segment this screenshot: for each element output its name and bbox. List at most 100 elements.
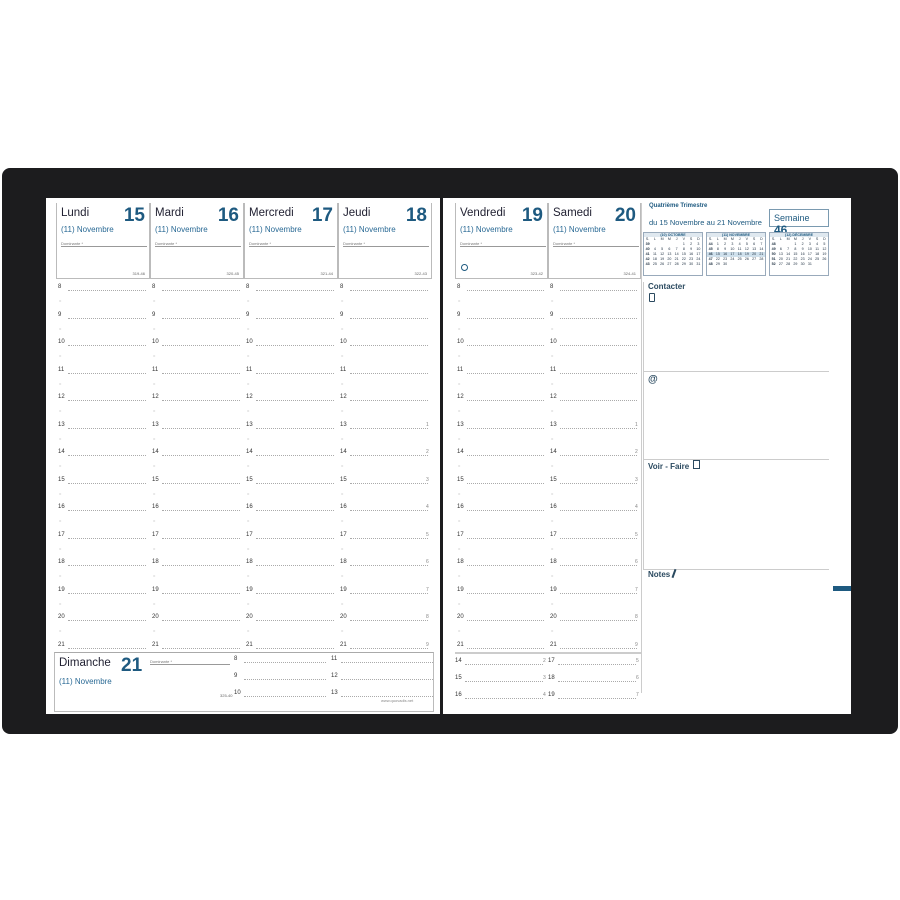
hour-line[interactable] xyxy=(68,510,146,511)
hour-line[interactable] xyxy=(68,565,146,566)
hour-line[interactable] xyxy=(467,345,544,346)
calendar-day[interactable]: 30 xyxy=(800,262,805,266)
calendar-day[interactable]: 20 xyxy=(778,257,783,261)
hour-line[interactable] xyxy=(256,317,334,319)
dominante-field[interactable]: Dominante * xyxy=(155,241,241,247)
calendar-day[interactable] xyxy=(751,262,758,267)
hour-line[interactable] xyxy=(467,372,544,374)
calendar-day[interactable]: 11 xyxy=(815,247,819,251)
calendar-day[interactable]: 9 xyxy=(801,247,804,251)
calendar-day[interactable]: 26 xyxy=(822,257,827,261)
calendar-day[interactable]: 25 xyxy=(737,257,742,261)
hour-line[interactable] xyxy=(256,510,334,511)
hour-line[interactable] xyxy=(256,647,334,649)
hour-line[interactable] xyxy=(256,455,334,456)
dominante-field[interactable]: Dominante * xyxy=(460,241,546,247)
hour-line[interactable] xyxy=(467,620,544,621)
hour-line[interactable] xyxy=(467,455,544,456)
calendar-day[interactable]: 13 xyxy=(667,252,672,256)
calendar-day[interactable]: 23 xyxy=(689,257,694,261)
hour-line[interactable] xyxy=(560,427,637,429)
calendar-day[interactable]: 14 xyxy=(786,252,791,256)
hour-line[interactable] xyxy=(558,681,636,682)
hour-line[interactable] xyxy=(467,592,544,594)
calendar-day[interactable]: 18 xyxy=(652,257,657,261)
hour-line[interactable] xyxy=(341,662,433,663)
calendar-day[interactable]: 2 xyxy=(724,242,727,246)
calendar-day[interactable]: 46 xyxy=(708,252,713,256)
hour-line[interactable] xyxy=(350,565,428,566)
hour-line[interactable] xyxy=(162,537,240,539)
calendar-day[interactable]: 2 xyxy=(690,242,693,246)
hour-line[interactable] xyxy=(350,620,428,621)
hour-line[interactable] xyxy=(560,482,637,484)
hour-line[interactable] xyxy=(467,482,544,484)
hour-line[interactable] xyxy=(560,345,637,346)
hour-line[interactable] xyxy=(341,696,433,697)
hour-line[interactable] xyxy=(558,698,636,699)
calendar-day[interactable]: 5 xyxy=(661,247,664,251)
calendar-day[interactable]: 51 xyxy=(771,257,776,261)
calendar-day[interactable]: 4 xyxy=(816,242,819,246)
calendar-day[interactable]: 16 xyxy=(723,252,728,256)
calendar-day[interactable]: 21 xyxy=(674,257,679,261)
hour-line[interactable] xyxy=(162,565,240,566)
calendar-day[interactable]: 18 xyxy=(737,252,742,256)
calendar-day[interactable]: 49 xyxy=(771,247,776,251)
calendar-day[interactable]: 6 xyxy=(779,247,782,251)
calendar-day[interactable]: 41 xyxy=(645,252,650,256)
calendar-day[interactable]: 15 xyxy=(681,252,686,256)
calendar-day[interactable]: 47 xyxy=(708,257,713,261)
hour-line[interactable] xyxy=(162,510,240,511)
calendar-day[interactable]: 27 xyxy=(778,262,783,266)
calendar-day[interactable] xyxy=(743,262,750,267)
dominante-field[interactable]: Dominante * xyxy=(343,241,429,247)
hour-line[interactable] xyxy=(350,345,428,346)
calendar-day[interactable]: 31 xyxy=(807,262,812,266)
hour-line[interactable] xyxy=(162,620,240,621)
hour-line[interactable] xyxy=(162,647,240,649)
calendar-day[interactable] xyxy=(821,262,828,267)
hour-line[interactable] xyxy=(162,455,240,456)
calendar-day[interactable]: 10 xyxy=(730,247,735,251)
hour-line[interactable] xyxy=(350,592,428,594)
calendar-day[interactable]: 29 xyxy=(681,262,686,266)
hour-line[interactable] xyxy=(68,427,146,429)
calendar-day[interactable]: 24 xyxy=(696,257,701,261)
calendar-day[interactable]: 5 xyxy=(823,242,826,246)
calendar-day[interactable]: 19 xyxy=(822,252,827,256)
hour-line[interactable] xyxy=(560,400,637,401)
dominante-field[interactable]: Dominante * xyxy=(553,241,639,247)
hour-line[interactable] xyxy=(68,620,146,621)
calendar-day[interactable] xyxy=(814,262,821,267)
calendar-day[interactable]: 6 xyxy=(753,242,756,246)
hour-line[interactable] xyxy=(560,647,637,649)
calendar-day[interactable]: 6 xyxy=(668,247,671,251)
calendar-day[interactable]: 30 xyxy=(723,262,728,266)
hour-line[interactable] xyxy=(560,290,637,291)
calendar-day[interactable]: 3 xyxy=(697,242,700,246)
calendar-day[interactable]: 15 xyxy=(715,252,720,256)
calendar-day[interactable]: 11 xyxy=(653,252,657,256)
day-header[interactable]: Lundi 15 (11) Novembre Dominante * 319-46 xyxy=(56,203,150,279)
hour-line[interactable] xyxy=(467,647,544,649)
hour-line[interactable] xyxy=(256,620,334,621)
hour-line[interactable] xyxy=(467,427,544,429)
day-header[interactable]: Jeudi 18 (11) Novembre Dominante * 322-43 xyxy=(338,203,432,279)
day-header[interactable]: Dimanche 21 (11) Novembre Dominante * 325-40 xyxy=(54,652,434,712)
hour-line[interactable] xyxy=(256,345,334,346)
calendar-day[interactable]: 50 xyxy=(771,252,776,256)
calendar-day[interactable]: 31 xyxy=(696,262,701,266)
dominante-field[interactable]: Dominante * xyxy=(150,659,230,665)
hour-line[interactable] xyxy=(467,317,544,319)
hour-line[interactable] xyxy=(244,696,326,697)
calendar-day[interactable]: 8 xyxy=(682,247,685,251)
hour-line[interactable] xyxy=(68,290,146,291)
calendar-day[interactable]: 20 xyxy=(752,252,757,256)
hour-line[interactable] xyxy=(467,565,544,566)
calendar-day[interactable]: 1 xyxy=(716,242,719,246)
calendar-day[interactable]: 5 xyxy=(745,242,748,246)
calendar-day[interactable]: 17 xyxy=(730,252,735,256)
hour-line[interactable] xyxy=(68,345,146,346)
hour-line[interactable] xyxy=(467,537,544,539)
